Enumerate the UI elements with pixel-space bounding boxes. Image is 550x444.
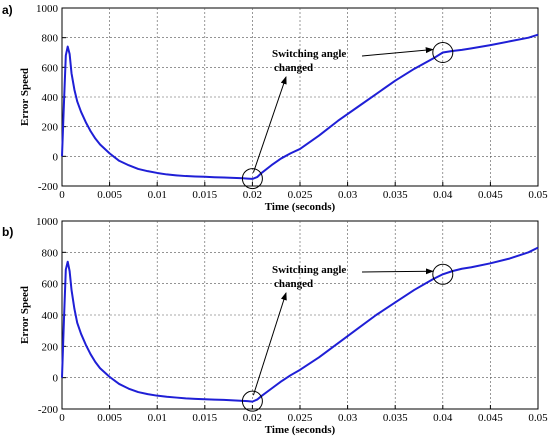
x-tick-label: 0.01	[148, 412, 167, 424]
x-tick-label: 0.045	[478, 412, 503, 424]
annotation-text: changed	[274, 62, 313, 74]
x-tick-label: 0.005	[97, 412, 122, 424]
annotation-arrow	[252, 292, 287, 396]
y-axis-title: Error Speed	[19, 68, 31, 126]
y-tick-label: 600	[42, 62, 59, 74]
x-tick-label: 0.025	[288, 189, 313, 201]
x-axis-title: Time (seconds)	[265, 201, 336, 213]
x-tick-label: 0.03	[338, 412, 358, 424]
y-axis-title: Error Speed	[19, 286, 31, 344]
y-tick-label: 1000	[36, 3, 59, 15]
y-tick-label: 400	[42, 92, 59, 104]
x-tick-label: 0.02	[243, 412, 262, 424]
annotation-circle	[241, 168, 263, 190]
x-tick-label: 0.04	[433, 189, 453, 201]
y-tick-label: -200	[38, 181, 59, 193]
x-tick-label: 0.035	[383, 412, 408, 424]
annotation-arrow	[361, 268, 434, 275]
panel-label: b)	[2, 225, 13, 239]
annotation-circle	[241, 390, 263, 412]
annotation-text: Switching angle	[272, 264, 346, 276]
y-tick-label: 0	[53, 373, 59, 385]
annotation-arrow	[361, 47, 434, 57]
x-tick-label: 0.03	[338, 189, 358, 201]
x-tick-label: 0.005	[97, 189, 122, 201]
annotation-text: Switching angle	[272, 48, 346, 60]
x-tick-label: 0.015	[192, 189, 217, 201]
x-axis-title: Time (seconds)	[265, 424, 336, 436]
x-tick-label: 0.04	[433, 412, 453, 424]
x-tick-label: 0.035	[383, 189, 408, 201]
series-line	[61, 246, 539, 403]
y-tick-label: 400	[42, 310, 59, 322]
series-line	[61, 33, 539, 180]
x-tick-label: 0.015	[192, 412, 217, 424]
x-tick-label: 0.02	[243, 189, 262, 201]
x-tick-label: 0.01	[148, 189, 167, 201]
y-tick-label: 200	[42, 122, 59, 134]
x-tick-label: 0.025	[288, 412, 313, 424]
y-tick-label: 200	[42, 341, 59, 353]
x-tick-label: 0.05	[528, 412, 548, 424]
y-tick-label: 800	[42, 33, 59, 45]
y-tick-label: 1000	[36, 216, 59, 228]
x-tick-label: 0.05	[528, 189, 548, 201]
y-tick-label: 0	[53, 151, 59, 163]
y-tick-label: 800	[42, 247, 59, 259]
panel-label: a)	[2, 3, 13, 17]
x-tick-label: 0	[59, 189, 65, 201]
annotation-text: changed	[274, 278, 313, 290]
x-tick-label: 0	[59, 412, 65, 424]
annotation-arrow	[252, 76, 287, 173]
y-tick-label: -200	[38, 404, 59, 416]
x-tick-label: 0.045	[478, 189, 503, 201]
y-tick-label: 600	[42, 279, 59, 291]
